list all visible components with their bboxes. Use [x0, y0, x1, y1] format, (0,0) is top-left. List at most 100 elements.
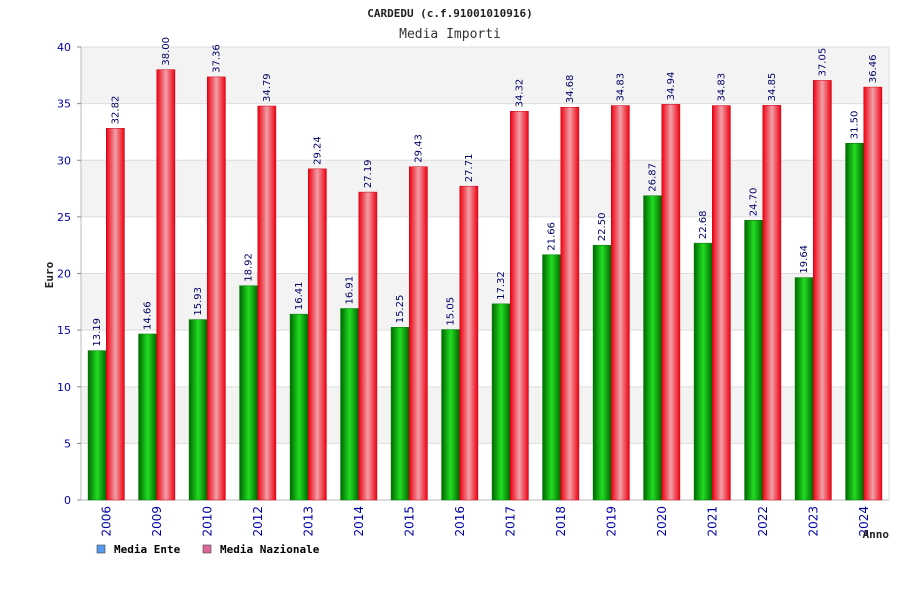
bar-media-nazionale — [409, 166, 428, 501]
x-tick-label: 2016 — [453, 506, 467, 537]
y-tick-label: 30 — [57, 154, 71, 167]
value-label-media-nazionale: 34.83 — [716, 73, 727, 102]
x-axis-label: Anno — [863, 528, 890, 541]
bar-media-nazionale — [560, 106, 580, 501]
bar-media-nazionale — [661, 104, 681, 501]
value-label-media-ente: 26.87 — [648, 163, 659, 192]
value-label-media-ente: 22.50 — [597, 213, 608, 242]
x-tick-label: 2024 — [857, 506, 871, 537]
x-tick-label: 2019 — [604, 506, 618, 537]
x-tick-label: 2015 — [402, 506, 416, 537]
value-label-media-ente: 15.25 — [395, 295, 406, 324]
value-label-media-ente: 14.66 — [143, 301, 154, 330]
bar-media-nazionale — [863, 86, 883, 501]
x-tick-label: 2014 — [352, 506, 366, 537]
x-ticks: 2006 2009 2010 2012 2013 2014 2015 2016 2017 2018… — [99, 506, 871, 537]
bar-media-ente — [794, 277, 814, 501]
bar-media-nazionale — [358, 191, 378, 501]
bar-media-ente — [188, 319, 208, 501]
value-labels: 13.19 32.82 14.66 38.00 15.93 37.36 18.92 34.79… — [92, 37, 879, 347]
bar-media-nazionale — [156, 69, 176, 501]
legend-swatch-media-nazionale — [202, 544, 212, 554]
value-label-media-ente: 16.91 — [345, 276, 356, 305]
bar-media-nazionale — [611, 105, 630, 501]
value-label-media-nazionale: 34.83 — [615, 73, 626, 102]
bar-media-nazionale — [308, 168, 327, 501]
y-tick-label: 25 — [57, 211, 71, 224]
value-label-media-ente: 24.70 — [749, 188, 760, 217]
bar-media-ente — [289, 313, 309, 501]
value-label-media-nazionale: 34.79 — [262, 73, 273, 102]
value-label-media-ente: 18.92 — [244, 253, 255, 282]
bar-media-ente — [643, 195, 663, 501]
bar-media-ente — [87, 350, 107, 501]
y-tick-label: 15 — [57, 324, 71, 337]
value-label-media-nazionale: 34.94 — [666, 72, 677, 101]
y-tick-label: 0 — [64, 494, 71, 507]
bar-media-nazionale — [257, 105, 277, 501]
y-tick-label: 10 — [57, 381, 71, 394]
bar-media-ente — [239, 285, 259, 501]
value-label-media-ente: 19.64 — [799, 245, 810, 274]
bar-media-ente — [491, 303, 511, 501]
y-tick-label: 35 — [57, 98, 71, 111]
value-label-media-nazionale: 34.68 — [565, 75, 576, 104]
x-tick-label: 2006 — [99, 506, 113, 537]
chart-title: CARDEDU (c.f.91001010916) — [367, 7, 533, 20]
y-ticks: 0 5 10 15 20 25 30 35 40 — [57, 41, 81, 507]
chart-subtitle: Media Importi — [399, 27, 501, 42]
bar-media-nazionale — [207, 76, 226, 501]
legend-label-media-ente: Media Ente — [114, 543, 181, 556]
value-label-media-nazionale: 29.24 — [312, 136, 323, 165]
x-tick-label: 2012 — [251, 506, 265, 537]
bar-media-ente — [441, 329, 461, 501]
value-label-media-ente: 22.68 — [698, 211, 709, 240]
value-label-media-ente: 16.41 — [294, 282, 305, 311]
x-tick-label: 2018 — [554, 506, 568, 537]
bar-media-ente — [340, 308, 360, 501]
bar-media-ente — [592, 244, 612, 501]
x-tick-label: 2022 — [756, 506, 770, 537]
bar-media-nazionale — [813, 80, 832, 501]
legend-swatch-media-ente — [96, 544, 106, 554]
value-label-media-ente: 13.19 — [92, 318, 103, 347]
x-tick-label: 2020 — [655, 506, 669, 537]
bar-media-nazionale — [712, 105, 731, 501]
y-tick-label: 20 — [57, 268, 71, 281]
bar-media-nazionale — [459, 185, 479, 501]
value-label-media-nazionale: 36.46 — [868, 54, 879, 83]
x-tick-label: 2013 — [301, 506, 315, 537]
value-label-media-nazionale: 34.32 — [514, 79, 525, 108]
bar-media-ente — [542, 254, 562, 501]
value-label-media-ente: 21.66 — [547, 222, 558, 251]
bar-media-nazionale — [510, 111, 529, 501]
bars — [87, 69, 883, 501]
x-tick-label: 2009 — [150, 506, 164, 537]
value-label-media-ente: 15.05 — [446, 297, 457, 326]
legend: Media Ente Media Nazionale — [96, 543, 320, 556]
x-tick-label: 2023 — [806, 506, 820, 537]
bar-media-ente — [744, 220, 764, 501]
value-label-media-nazionale: 37.36 — [211, 44, 222, 73]
value-label-media-nazionale: 32.82 — [110, 96, 121, 125]
x-tick-label: 2021 — [705, 506, 719, 537]
bar-media-ente — [693, 242, 713, 501]
y-axis-label: Euro — [43, 261, 56, 288]
bar-media-ente — [390, 327, 410, 501]
y-tick-label: 5 — [64, 437, 71, 450]
bar-media-nazionale — [106, 128, 125, 501]
value-label-media-nazionale: 37.05 — [817, 48, 828, 77]
x-tick-label: 2010 — [200, 506, 214, 537]
legend-label-media-nazionale: Media Nazionale — [220, 543, 320, 556]
value-label-media-nazionale: 34.85 — [767, 73, 778, 102]
value-label-media-nazionale: 29.43 — [413, 134, 424, 163]
x-tick-label: 2017 — [503, 506, 517, 537]
value-label-media-nazionale: 27.19 — [363, 159, 374, 188]
value-label-media-nazionale: 27.71 — [464, 154, 475, 183]
bar-media-ente — [138, 333, 158, 501]
bar-media-nazionale — [762, 105, 782, 501]
y-tick-label: 40 — [57, 41, 71, 54]
value-label-media-ente: 15.93 — [193, 287, 204, 316]
